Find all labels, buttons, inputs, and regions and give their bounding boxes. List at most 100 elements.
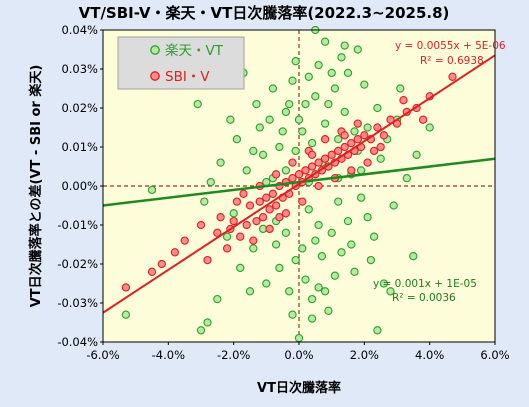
point-sbi-v: [314, 181, 323, 191]
point-rakuten-vt: [245, 287, 255, 296]
point-sbi-v: [376, 142, 385, 152]
point-sbi-v: [314, 158, 323, 167]
point-rakuten-vt: [265, 115, 274, 124]
legend-marker-rakuten-vt: [150, 45, 160, 55]
point-rakuten-vt: [285, 99, 294, 109]
point-sbi-v: [232, 197, 242, 206]
x-tick-label: 2.0%: [350, 348, 379, 362]
point-rakuten-vt: [373, 103, 382, 113]
point-rakuten-vt: [320, 37, 330, 46]
equation-rakuten-vt: y = 0.001x + 1E-05: [373, 278, 477, 290]
point-sbi-v: [307, 150, 317, 159]
point-rakuten-vt: [314, 283, 323, 292]
point-rakuten-vt: [271, 240, 281, 249]
y-tick-label: -0.04%: [57, 335, 98, 349]
point-sbi-v: [373, 123, 382, 132]
point-rakuten-vt: [226, 115, 235, 124]
point-rakuten-vt: [216, 158, 225, 167]
y-axis-ticks: 0.04% 0.03% 0.02% 0.01% 0.00% -0.01% -0.02% -0.…: [57, 23, 103, 349]
point-rakuten-vt: [291, 57, 300, 66]
legend-marker-sbi-v: [150, 71, 160, 81]
legend-label-sbi-v: SBI・V: [165, 69, 210, 85]
point-sbi-v: [288, 158, 297, 167]
trendline-sbi-v: [102, 54, 496, 314]
point-rakuten-vt: [291, 255, 300, 265]
x-tick-label: 6.0%: [480, 348, 509, 362]
point-rakuten-vt: [320, 119, 330, 128]
point-rakuten-vt: [294, 115, 304, 124]
point-sbi-v: [268, 189, 278, 198]
point-sbi-v: [265, 224, 274, 234]
point-sbi-v: [327, 150, 336, 159]
point-rakuten-vt: [353, 45, 362, 54]
point-rakuten-vt: [307, 294, 317, 304]
point-sbi-v: [196, 220, 206, 230]
point-rakuten-vt: [337, 248, 346, 257]
point-rakuten-vt: [304, 205, 313, 214]
point-sbi-v: [222, 244, 232, 253]
point-sbi-v: [262, 193, 271, 202]
point-sbi-v: [363, 158, 372, 167]
point-sbi-v: [157, 259, 166, 269]
point-sbi-v: [340, 142, 349, 152]
point-sbi-v: [294, 170, 304, 179]
y-tick-label: -0.03%: [57, 296, 98, 310]
y-tick-label: -0.02%: [57, 257, 98, 271]
point-sbi-v: [252, 216, 261, 226]
point-rakuten-vt: [396, 84, 405, 93]
point-rakuten-vt: [262, 279, 271, 288]
point-sbi-v: [255, 197, 264, 206]
point-sbi-v: [340, 131, 349, 140]
r2-rakuten-vt: R² = 0.0036: [392, 292, 456, 304]
point-sbi-v: [258, 213, 268, 222]
point-sbi-v: [347, 138, 356, 148]
point-rakuten-vt: [255, 123, 264, 132]
point-rakuten-vt: [298, 127, 307, 136]
point-rakuten-vt: [360, 80, 369, 89]
r2-sbi-v: R² = 0.6938: [420, 55, 484, 67]
point-sbi-v: [265, 205, 274, 214]
point-sbi-v: [448, 72, 457, 81]
point-rakuten-vt: [304, 72, 313, 81]
point-rakuten-vt: [324, 306, 333, 315]
trendline-rakuten-vt: [102, 157, 496, 207]
point-sbi-v: [288, 174, 297, 183]
point-sbi-v: [216, 213, 225, 222]
point-rakuten-vt: [340, 41, 349, 50]
equation-sbi-v: y = 0.0055x + 5E-06: [395, 40, 506, 52]
point-rakuten-vt: [311, 236, 320, 245]
point-sbi-v: [170, 248, 180, 257]
point-rakuten-vt: [200, 197, 209, 206]
point-rakuten-vt: [222, 232, 232, 241]
point-sbi-v: [271, 201, 281, 210]
point-sbi-v: [229, 216, 238, 226]
x-axis-label: VT日次騰落率: [257, 380, 341, 396]
point-sbi-v: [399, 96, 408, 105]
point-rakuten-vt: [206, 177, 215, 187]
point-rakuten-vt: [350, 267, 359, 276]
point-sbi-v: [121, 283, 131, 292]
point-rakuten-vt: [193, 99, 202, 109]
point-sbi-v: [307, 162, 317, 171]
point-sbi-v: [320, 135, 330, 144]
point-rakuten-vt: [281, 166, 291, 175]
point-rakuten-vt: [366, 255, 376, 265]
point-rakuten-vt: [288, 310, 297, 319]
point-rakuten-vt: [311, 92, 320, 101]
point-rakuten-vt: [425, 123, 434, 132]
point-rakuten-vt: [236, 263, 245, 273]
point-sbi-v: [213, 228, 222, 237]
point-rakuten-vt: [334, 135, 343, 144]
point-rakuten-vt: [147, 185, 157, 195]
point-rakuten-vt: [196, 326, 206, 335]
point-rakuten-vt: [347, 240, 356, 249]
point-rakuten-vt: [363, 213, 372, 222]
x-tick-label: -6.0%: [86, 348, 119, 362]
point-rakuten-vt: [291, 146, 300, 156]
point-rakuten-vt: [324, 99, 333, 109]
point-rakuten-vt: [232, 135, 242, 144]
point-rakuten-vt: [121, 310, 131, 319]
point-rakuten-vt: [268, 84, 278, 93]
point-rakuten-vt: [249, 244, 258, 253]
point-rakuten-vt: [379, 279, 389, 288]
